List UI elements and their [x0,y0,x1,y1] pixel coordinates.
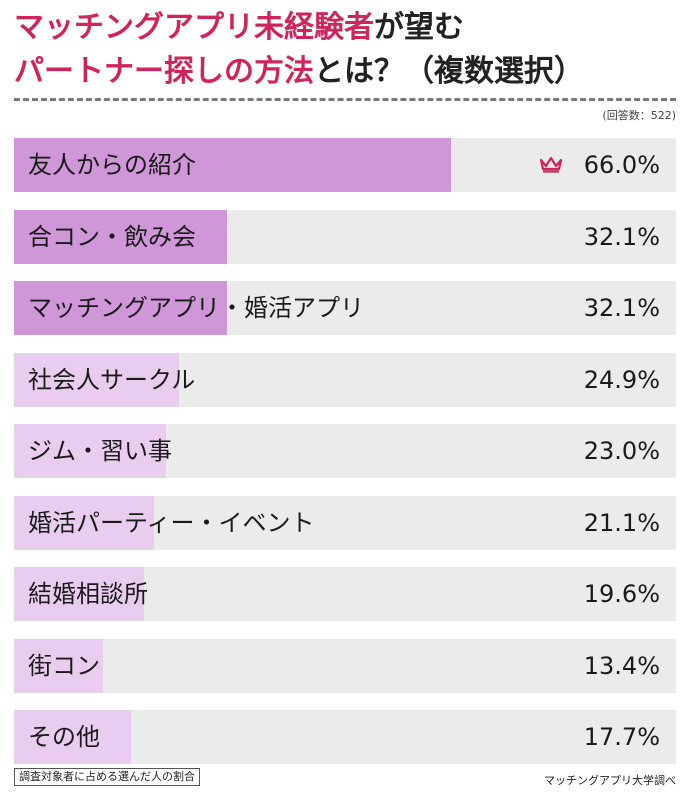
data-label: 32.1% [583,223,660,251]
footnote: 調査対象者に占める選んだ人の割合 [14,768,200,786]
title-highlight-2: パートナー探しの方法 [14,54,314,89]
title-rest-1: が望む [374,10,464,45]
bar [14,496,154,550]
category-label: 街コン [28,652,100,680]
data-label: 19.6% [583,580,660,608]
title-rest-2: とは？（複数選択） [314,54,584,89]
bar-row: 友人からの紹介 66.0% [14,138,676,192]
bar [14,353,179,407]
bar [14,210,227,264]
source-credit: マッチングアプリ大学調べ [544,774,676,787]
category-label: 合コン・飲み会 [28,223,196,251]
category-label: その他 [28,723,100,751]
bar-row: 社会人サークル 24.9% [14,353,676,407]
bar [14,567,144,621]
category-label: 友人からの紹介 [28,151,196,179]
bar-row: マッチングアプリ・婚活アプリ 32.1% [14,281,676,335]
crown-icon [539,156,563,173]
bar-row: 結婚相談所 19.6% [14,567,676,621]
bar [14,281,227,335]
data-label: 32.1% [583,294,660,322]
bar [14,639,103,693]
data-label: 21.1% [583,509,660,537]
category-label: ジム・習い事 [28,437,172,465]
data-label: 17.7% [583,723,660,751]
category-label: マッチングアプリ・婚活アプリ [28,294,364,322]
bar-row: 街コン 13.4% [14,639,676,693]
title-line-2: パートナー探しの方法とは？（複数選択） [14,50,684,94]
bar [14,138,451,192]
data-label: 13.4% [583,652,660,680]
category-label: 結婚相談所 [28,580,148,608]
title-highlight-1: マッチングアプリ未経験者 [14,10,374,45]
bar-row: 婚活パーティー・イベント 21.1% [14,496,676,550]
data-label: 23.0% [583,437,660,465]
respondents-note: (回答数：522) [602,109,676,122]
category-label: 社会人サークル [28,366,196,394]
bar [14,710,131,764]
bar [14,424,166,478]
category-label: 婚活パーティー・イベント [28,509,315,537]
bar-row: ジム・習い事 23.0% [14,424,676,478]
chart-title: マッチングアプリ未経験者が望む パートナー探しの方法とは？（複数選択） [14,6,684,94]
data-label: 66.0% [583,151,660,179]
bar-row: その他 17.7% [14,710,676,764]
title-line-1: マッチングアプリ未経験者が望む [14,6,684,50]
bar-row: 合コン・飲み会 32.1% [14,210,676,264]
data-label: 24.9% [583,366,660,394]
title-divider [14,98,676,101]
